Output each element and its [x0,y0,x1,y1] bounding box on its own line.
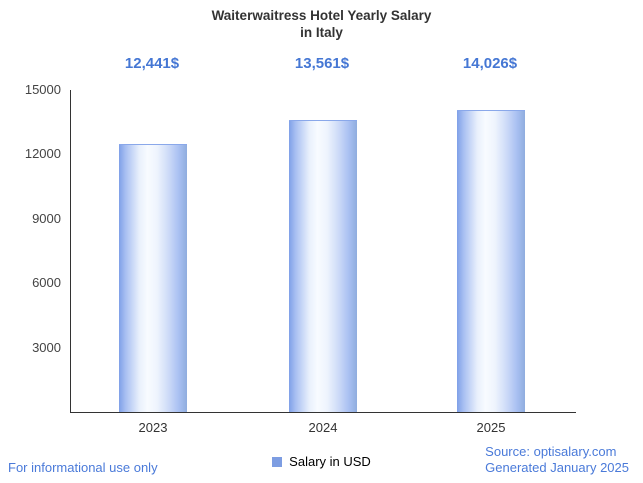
y-axis-tick-15000: 15000 [24,82,61,97]
x-axis-label-2024: 2024 [308,420,338,435]
legend-label: Salary in USD [289,454,371,469]
bar-2025[interactable] [457,109,525,412]
y-axis-tick-6000: 6000 [32,275,61,291]
plot-area: 3000 6000 9000 12000 15000 2023 2024 202… [25,82,576,435]
source-link[interactable]: Source: optisalary.com [485,444,617,459]
bar-value-labels: 12,441$ 13,561$ 14,026$ [0,55,643,75]
chart-title: Waiterwaitress Hotel Yearly Salary in It… [0,7,643,41]
x-axis-label-2023: 2023 [138,420,168,435]
bar-value-label-2025: 14,026$ [462,55,518,72]
bar-value-label-2023: 12,441$ [124,55,180,72]
y-axis-tick-9000: 9000 [32,210,61,226]
legend: Salary in USD [0,454,643,469]
generated-date: Generated January 2025 [485,460,629,475]
legend-color-swatch [272,456,283,467]
bar-2023[interactable] [119,143,187,412]
bar-2024[interactable] [289,119,357,412]
chart-title-line2: in Italy [300,25,343,40]
y-axis-tick-12000: 12000 [24,146,61,162]
chart-title-line1: Waiterwaitress Hotel Yearly Salary [211,8,432,23]
informational-note: For informational use only [8,460,158,475]
source-block: Source: optisalary.com Generated January… [485,444,629,476]
bar-value-label-2024: 13,561$ [294,55,350,72]
y-axis-tick-3000: 3000 [32,339,61,355]
x-axis-label-2025: 2025 [476,420,506,435]
